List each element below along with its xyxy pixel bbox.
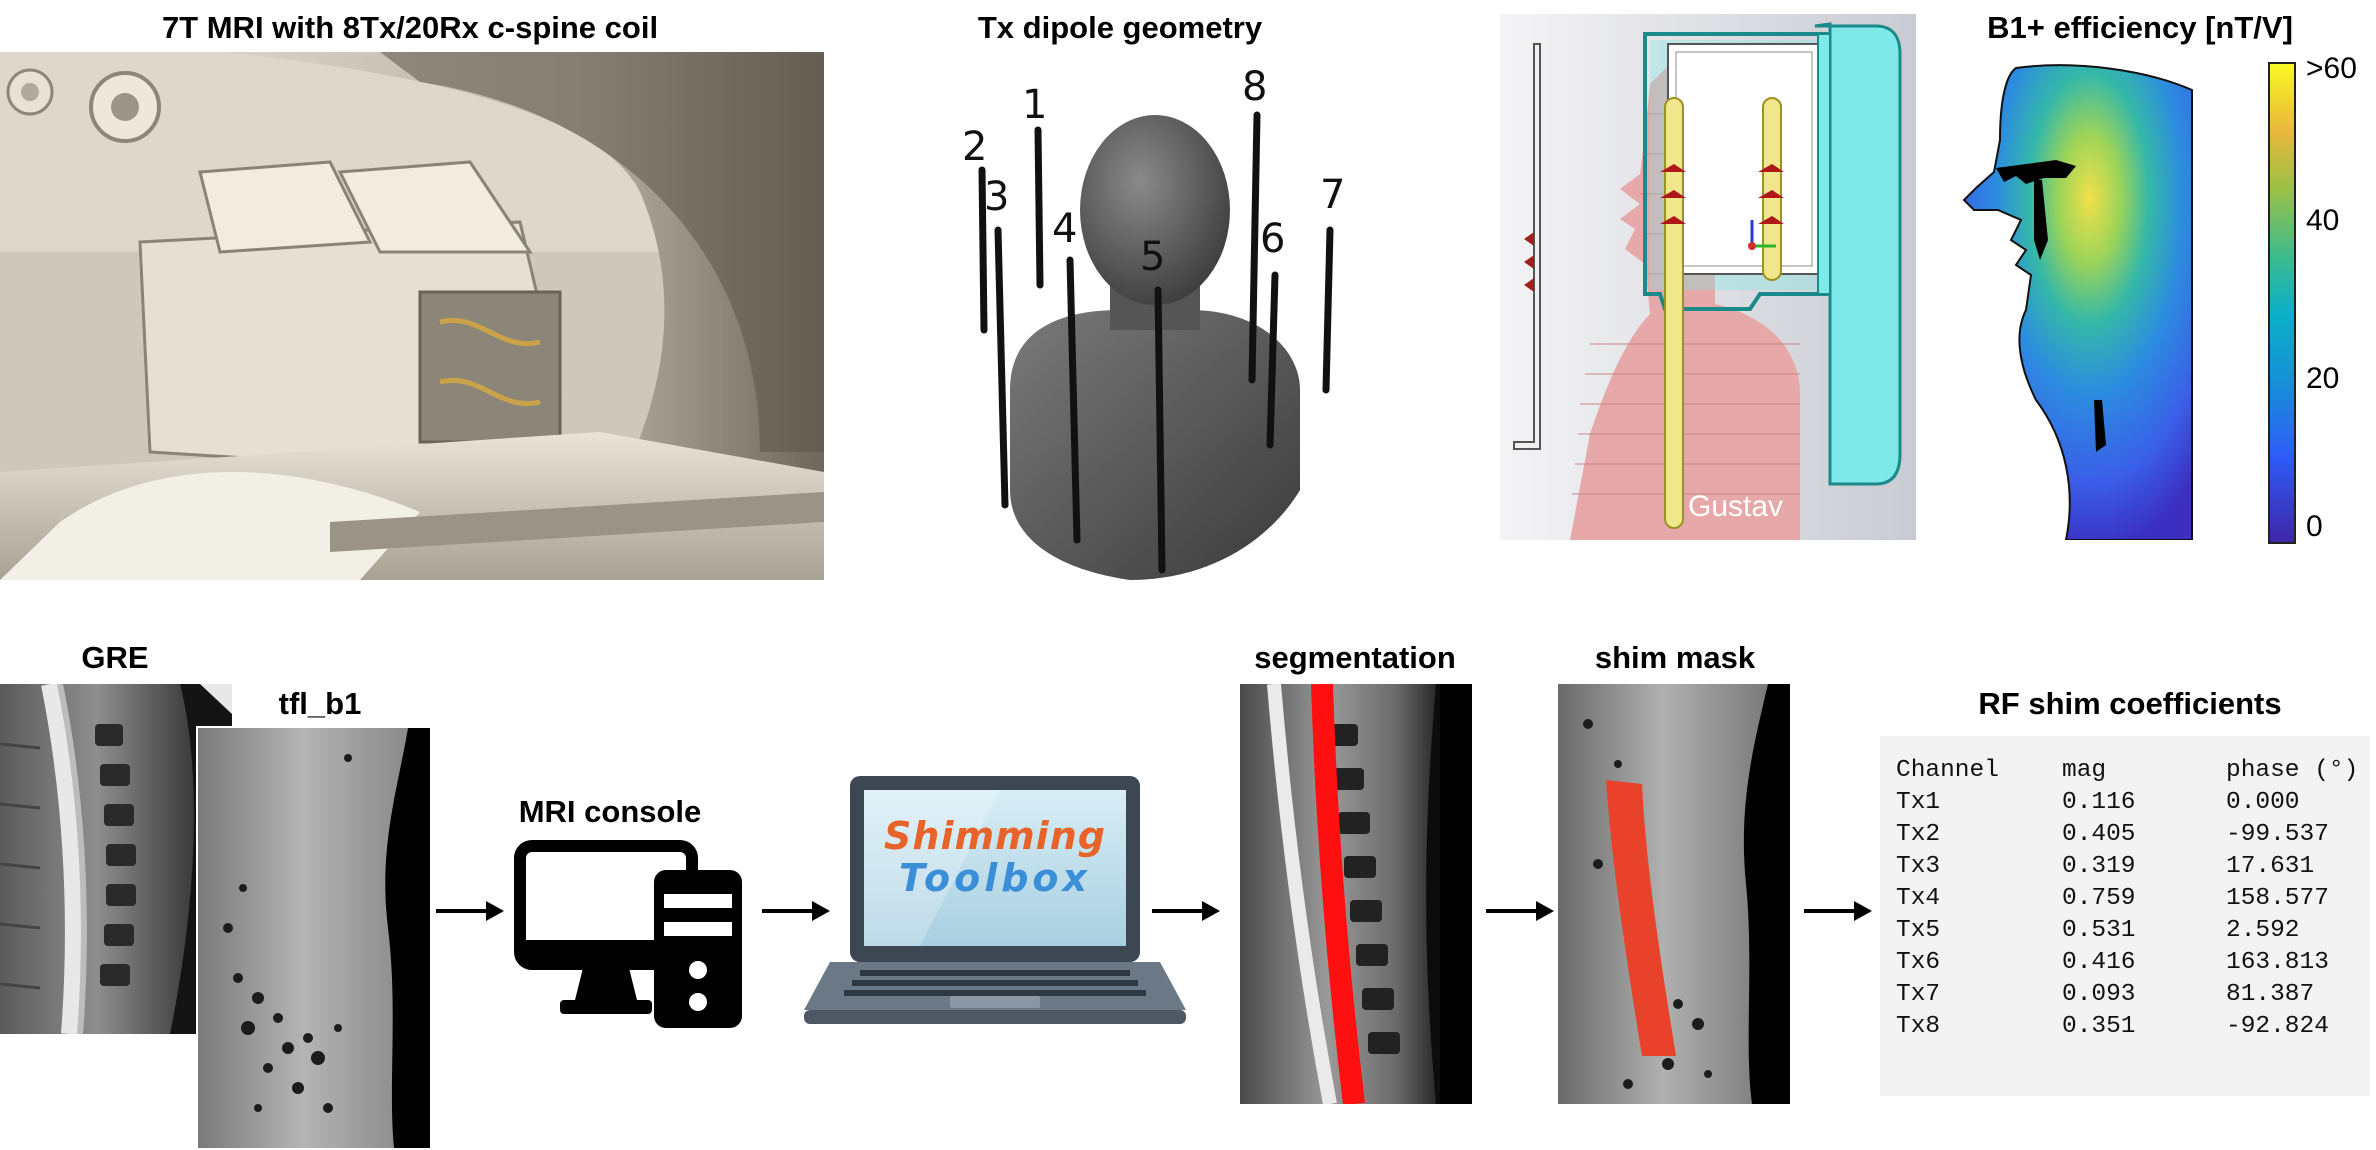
tfl-title: tfl_b1: [278, 686, 362, 721]
toolbox-logo-line1: Shimming: [884, 814, 1106, 858]
dipole-7: [1322, 226, 1334, 394]
mri-photo-title: 7T MRI with 8Tx/20Rx c-spine coil: [161, 10, 659, 45]
colorbar-tick-60: >60: [2306, 52, 2357, 85]
dipole-label-1: 1: [1022, 82, 1047, 128]
phase-cell: 0.000: [2226, 788, 2300, 816]
mag-cell: 0.759: [2062, 884, 2136, 912]
channel-cell: Tx5: [1896, 916, 1941, 944]
table-row: Tx8 0.351 -92.824: [1896, 1010, 2358, 1042]
computer-icon: [514, 840, 746, 1030]
segmentation-image: [1240, 684, 1472, 1104]
arrow-1: [436, 901, 504, 921]
table-row: Tx4 0.759 158.577: [1896, 882, 2358, 914]
rf-header-mag: mag: [2062, 756, 2107, 784]
channel-cell: Tx4: [1896, 884, 1941, 912]
mag-cell: 0.351: [2062, 1012, 2136, 1040]
channel-cell: Tx6: [1896, 948, 1941, 976]
table-row: Tx5 0.531 2.592: [1896, 914, 2358, 946]
rf-header-channel: Channel: [1896, 756, 1999, 784]
colorbar-tick-40: 40: [2306, 204, 2340, 237]
b1-map: [1956, 60, 2206, 540]
mri-photo: [0, 52, 824, 580]
shim-mask-image: [1558, 684, 1790, 1104]
dipole-6: [1266, 271, 1279, 449]
dipole-8: [1248, 111, 1261, 384]
console-title: MRI console: [518, 794, 702, 829]
gre-title: GRE: [81, 640, 149, 675]
dipole-label-8: 8: [1242, 64, 1267, 110]
dipole-label-6: 6: [1260, 216, 1285, 262]
dipole-label-2: 2: [962, 124, 987, 170]
rf-shim-table-panel: Channel mag phase (°) Tx1 0.116 0.000 Tx2 0…: [1880, 736, 2370, 1096]
segmentation-title: segmentation: [1254, 640, 1456, 675]
dipole-4: [1066, 256, 1081, 544]
arrow-2: [762, 901, 830, 921]
arrow-5: [1804, 901, 1872, 921]
table-row: Tx3 0.319 17.631: [1896, 850, 2358, 882]
mag-cell: 0.093: [2062, 980, 2136, 1008]
dipole-label-5: 5: [1140, 234, 1165, 280]
arrow-4: [1486, 901, 1554, 921]
channel-cell: Tx7: [1896, 980, 1941, 1008]
mag-cell: 0.116: [2062, 788, 2136, 816]
dipole-label-7: 7: [1320, 172, 1345, 218]
colorbar-tick-0: 0: [2306, 510, 2323, 543]
dipole-2: [978, 166, 988, 334]
rf-shim-table: Channel mag phase (°) Tx1 0.116 0.000 Tx2 0…: [1896, 754, 2358, 1042]
dipole-label-3: 3: [984, 174, 1009, 220]
channel-cell: Tx3: [1896, 852, 1941, 880]
spinal-cord-segmentation: [1311, 684, 1365, 1104]
dipole-title: Tx dipole geometry: [977, 10, 1263, 45]
table-row: Tx6 0.416 163.813: [1896, 946, 2358, 978]
dipole-3: [994, 226, 1009, 509]
table-row: Tx7 0.093 81.387: [1896, 978, 2358, 1010]
dipole-label-4: 4: [1052, 206, 1077, 252]
dipole-1: [1034, 126, 1044, 289]
toolbox-logo-line2: Toolbox: [898, 856, 1092, 900]
shim-mask-title: shim mask: [1594, 640, 1756, 675]
laptop-icon: Shimming Toolbox: [800, 774, 1190, 1028]
phase-cell: -92.824: [2226, 1012, 2329, 1040]
channel-cell: Tx2: [1896, 820, 1941, 848]
rf-table-header: Channel mag phase (°): [1896, 754, 2358, 786]
phase-cell: 158.577: [2226, 884, 2329, 912]
phase-cell: 163.813: [2226, 948, 2329, 976]
colorbar-tick-20: 20: [2306, 362, 2340, 395]
rf-header-phase: phase (°): [2226, 756, 2359, 784]
phase-cell: 17.631: [2226, 852, 2315, 880]
colorbar: [2268, 62, 2296, 544]
gre-image: [0, 684, 232, 1034]
mag-cell: 0.319: [2062, 852, 2136, 880]
simulation-model: Gustav: [1500, 14, 1916, 540]
mag-cell: 0.416: [2062, 948, 2136, 976]
table-row: Tx2 0.405 -99.537: [1896, 818, 2358, 850]
model-name: Gustav: [1688, 490, 1783, 523]
tfl-b1-image: [196, 726, 432, 1150]
mag-cell: 0.531: [2062, 916, 2136, 944]
table-row: Tx1 0.116 0.000: [1896, 786, 2358, 818]
shim-mask-region: [1606, 780, 1676, 1056]
channel-cell: Tx8: [1896, 1012, 1941, 1040]
channel-cell: Tx1: [1896, 788, 1941, 816]
phase-cell: 2.592: [2226, 916, 2300, 944]
dipole-geometry: 1 2 3 4 5 6 7 8: [930, 60, 1350, 590]
mag-cell: 0.405: [2062, 820, 2136, 848]
rf-shim-title: RF shim coefficients: [1978, 686, 2282, 721]
arrow-3: [1152, 901, 1220, 921]
phase-cell: 81.387: [2226, 980, 2315, 1008]
dipole-5: [1154, 286, 1166, 574]
phase-cell: -99.537: [2226, 820, 2329, 848]
b1-title: B1+ efficiency [nT/V]: [1987, 10, 2293, 45]
